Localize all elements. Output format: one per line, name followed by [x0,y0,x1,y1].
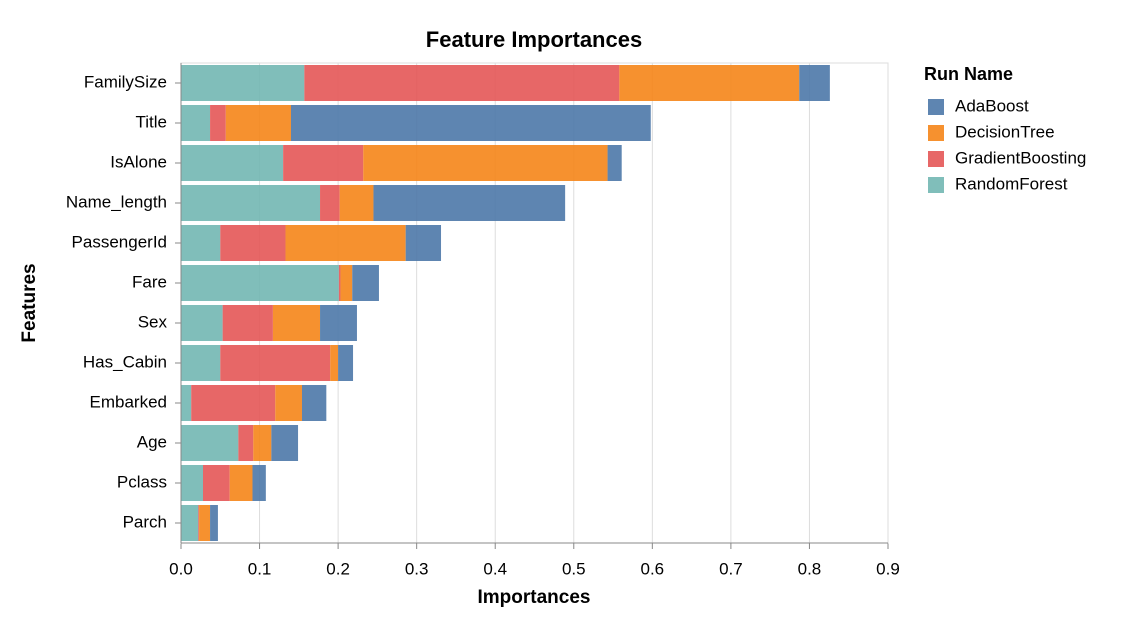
y-tick-label: Fare [132,272,167,291]
bar-segment [181,225,221,261]
bar-segment [253,425,272,461]
x-tick-label: 0.4 [483,559,507,578]
bar-segment [320,185,340,221]
bar-segment [340,265,353,301]
y-tick-label: Age [137,432,167,451]
legend-label: DecisionTree [955,122,1055,141]
bar-segment [405,225,442,261]
bar-segment [304,65,620,101]
x-axis-label: Importances [478,587,591,608]
bar-segment [619,65,800,101]
bar-segment [320,305,357,341]
bar-segment [199,505,211,541]
x-tick-label: 0.6 [641,559,665,578]
y-tick-label: Name_length [66,192,167,211]
legend-title: Run Name [924,64,1013,84]
bar-segment [283,145,364,181]
bar-segment [181,65,305,101]
legend-label: AdaBoost [955,96,1029,115]
y-tick-label: PassengerId [72,232,167,251]
bar-segment [220,225,286,261]
bar-segment [285,225,406,261]
bar-segment [181,185,321,221]
bar-segment [181,465,203,501]
y-tick-label: Title [136,112,168,131]
bar-segment [290,105,651,141]
y-tick-label: IsAlone [110,152,167,171]
x-tick-label: 0.8 [798,559,822,578]
y-tick-label: FamilySize [84,72,167,91]
x-tick-label: 0.7 [719,559,743,578]
bar-segment [181,265,339,301]
bar-segment [202,465,230,501]
x-tick-label: 0.1 [248,559,272,578]
bar-segment [799,65,830,101]
y-tick-label: Embarked [90,392,167,411]
y-tick-label: Has_Cabin [83,352,167,371]
bar-segment [352,265,379,301]
bar-segment [181,145,284,181]
bar-segment [363,145,608,181]
bar-segment [252,465,266,501]
bar-segment [238,425,254,461]
bar-segment [271,425,299,461]
bar-segment [330,345,339,381]
legend-label: GradientBoosting [955,148,1086,167]
bar-segment [301,385,327,421]
y-tick-label: Parch [123,512,167,531]
bar-segment [339,185,374,221]
bar-segment [338,345,354,381]
bar-segment [198,505,200,541]
legend-swatch [928,99,944,115]
bar-segment [222,305,273,341]
bar-segment [210,505,218,541]
bar-segment [210,105,226,141]
bar-segment [181,105,211,141]
bar-segment [373,185,566,221]
bar-segment [181,345,221,381]
y-tick-label: Sex [138,312,168,331]
x-tick-label: 0.3 [405,559,429,578]
y-axis-label: Features [19,263,40,342]
bar-segment [181,425,239,461]
bar-segment [191,385,276,421]
bar-segment [338,265,341,301]
legend-swatch [928,151,944,167]
bar-segment [272,305,321,341]
bar-segment [181,305,223,341]
x-tick-label: 0.9 [876,559,900,578]
y-tick-label: Pclass [117,472,167,491]
x-tick-label: 0.2 [326,559,350,578]
legend-swatch [928,125,944,141]
bar-segment [181,505,199,541]
bar-segment [275,385,302,421]
bar-segment [181,385,192,421]
legend-swatch [928,177,944,193]
x-tick-label: 0.0 [169,559,193,578]
legend-label: RandomForest [955,174,1068,193]
x-tick-label: 0.5 [562,559,586,578]
bar-segment [607,145,622,181]
bar-segment [225,105,291,141]
chart-title: Feature Importances [426,27,642,52]
bar-segment [220,345,331,381]
bar-segment [229,465,253,501]
